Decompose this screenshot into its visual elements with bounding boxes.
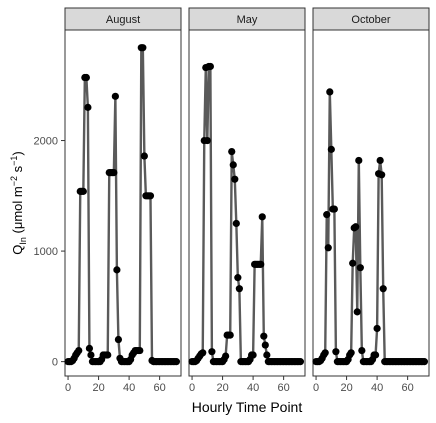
data-point <box>326 88 334 96</box>
data-point <box>234 274 242 282</box>
data-point <box>356 264 364 272</box>
facet-panels: August 0 20 40 60 May 0 20 40 60 October 0 20 40 60 <box>64 7 430 394</box>
data-point <box>199 349 207 357</box>
data-point <box>371 351 380 359</box>
data-point <box>327 145 335 153</box>
data-point <box>249 351 257 359</box>
x-tick-label: 0 <box>65 382 71 394</box>
facet-label: August <box>106 14 140 26</box>
data-point <box>136 346 144 355</box>
data-point <box>258 213 266 221</box>
data-point <box>323 211 331 219</box>
data-point <box>104 351 112 359</box>
data-point <box>296 358 305 366</box>
data-point <box>324 244 332 252</box>
data-point <box>352 223 360 231</box>
data-point <box>82 73 90 82</box>
data-point <box>263 351 271 359</box>
x-tick-label: 60 <box>402 382 414 394</box>
x-tick-label: 40 <box>247 382 259 394</box>
data-point <box>330 205 338 213</box>
data-point <box>261 341 269 349</box>
panel-frame <box>64 29 182 377</box>
y-axis: 0 1000 2000 <box>34 136 65 369</box>
data-point <box>376 156 384 165</box>
panel-frame <box>312 29 430 377</box>
data-point <box>140 152 148 160</box>
x-tick-label: 60 <box>154 382 166 394</box>
y-axis-title-text: QIn (μmol m−2 s−1) <box>9 151 28 254</box>
y-axis-title: QIn (μmol m−2 s−1) <box>9 151 28 254</box>
x-tick-label: 0 <box>313 382 319 394</box>
data-point <box>353 308 361 316</box>
data-point <box>321 349 329 357</box>
data-point <box>113 266 121 274</box>
data-point <box>85 344 94 352</box>
data-point <box>203 136 211 145</box>
data-point <box>208 348 216 356</box>
data-point <box>229 161 237 169</box>
data-point <box>373 324 381 333</box>
x-axis-title: Hourly Time Point <box>192 399 303 415</box>
data-point <box>79 187 87 195</box>
x-tick-label: 20 <box>216 382 228 394</box>
data-point <box>228 148 236 156</box>
data-point <box>260 332 268 340</box>
data-point <box>257 260 265 268</box>
x-tick-label: 20 <box>340 382 352 394</box>
data-point <box>110 169 118 177</box>
data-point <box>358 346 366 355</box>
data-point <box>206 62 214 71</box>
panel-august: August 0 20 40 60 <box>64 7 182 394</box>
facet-label: May <box>237 14 258 26</box>
data-point <box>139 44 147 52</box>
data-point <box>114 335 123 344</box>
x-tick-label: 40 <box>123 382 135 394</box>
facet-label: October <box>351 14 390 26</box>
x-tick-label: 20 <box>92 382 104 394</box>
x-tick-label: 40 <box>371 382 383 394</box>
x-tick-label: 60 <box>278 382 290 394</box>
data-point <box>231 175 239 183</box>
data-point <box>146 192 155 200</box>
data-point <box>235 285 243 293</box>
data-point <box>378 171 386 179</box>
y-tick-label: 1000 <box>34 246 58 258</box>
data-point <box>355 156 363 165</box>
y-tick-label: 2000 <box>34 136 58 148</box>
x-tick-label: 0 <box>189 382 195 394</box>
y-tick-label: 0 <box>52 357 58 369</box>
data-point <box>332 348 340 356</box>
data-point <box>87 351 95 359</box>
data-point <box>111 92 119 100</box>
data-point <box>420 358 429 366</box>
data-point <box>349 259 357 267</box>
data-point <box>379 285 387 293</box>
data-point <box>347 349 355 357</box>
data-point <box>84 103 92 111</box>
data-point <box>222 352 230 360</box>
data-point <box>75 346 83 355</box>
panel-may: May 0 20 40 60 <box>188 7 306 394</box>
data-point <box>226 331 234 339</box>
panel-october: October 0 20 40 60 <box>312 7 430 394</box>
data-point <box>172 358 181 366</box>
data-point <box>232 219 240 228</box>
